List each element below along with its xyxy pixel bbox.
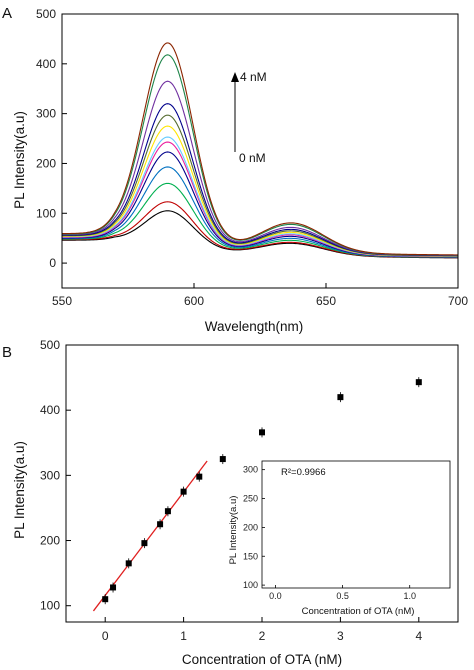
data-point bbox=[337, 394, 344, 401]
data-point bbox=[259, 429, 265, 436]
data-point bbox=[196, 473, 203, 480]
data-point bbox=[157, 521, 164, 528]
inset-ylabel: PL Intensity(a.u) bbox=[228, 496, 239, 565]
x-tick-label: 650 bbox=[316, 294, 336, 308]
annotation-high: 4 nM bbox=[240, 70, 267, 84]
inset-y-tick-label: 300 bbox=[243, 465, 258, 475]
inset-y-tick-label: 150 bbox=[243, 551, 258, 561]
panel-a-annotations: 4 nM 0 nM bbox=[231, 70, 267, 165]
data-point bbox=[164, 508, 171, 515]
inset-xlabel: Concentration of OTA (nM) bbox=[302, 606, 415, 617]
y-tick-label: 400 bbox=[40, 403, 60, 417]
trend-arrow-head bbox=[231, 72, 239, 82]
data-point bbox=[141, 540, 148, 547]
data-point bbox=[110, 584, 117, 591]
panel-b: B 0 1 2 3 4 100 200 300 400 500 Concentration of … bbox=[2, 338, 459, 667]
y-tick-label: 0 bbox=[49, 256, 56, 270]
x-tick-label: 0 bbox=[102, 629, 109, 643]
inset-frame bbox=[261, 460, 451, 589]
panel-a: A 550 600 650 700 0 100 200 300 400 500 4 nM 0 nM… bbox=[2, 5, 468, 334]
inset-y-tick-label: 250 bbox=[243, 494, 258, 504]
inset-chart: 0.0 0.5 1.0 100 150 200 250 300 Concentration o… bbox=[228, 460, 451, 617]
panel-b-xlabel: Concentration of OTA (nM) bbox=[182, 652, 342, 667]
x-tick-label: 700 bbox=[448, 294, 468, 308]
data-point bbox=[102, 596, 109, 603]
panel-b-letter: B bbox=[2, 344, 12, 361]
panel-a-frame bbox=[61, 13, 459, 289]
panel-a-series-group bbox=[62, 42, 458, 259]
y-tick-label: 400 bbox=[36, 57, 56, 71]
x-tick-label: 2 bbox=[259, 629, 266, 643]
panel-a-axes: 550 600 650 700 0 100 200 300 400 500 bbox=[36, 7, 468, 308]
annotation-low: 0 nM bbox=[239, 151, 266, 165]
data-point bbox=[125, 560, 132, 567]
x-tick-label: 4 bbox=[415, 629, 422, 643]
y-tick-label: 300 bbox=[36, 107, 56, 121]
panel-a-ylabel: PL Intensity(a.u) bbox=[12, 111, 27, 209]
y-tick-label: 500 bbox=[40, 338, 60, 352]
x-tick-label: 1 bbox=[180, 629, 187, 643]
y-tick-label: 200 bbox=[36, 156, 56, 170]
x-tick-label: 600 bbox=[184, 294, 204, 308]
data-point bbox=[180, 488, 187, 495]
y-tick-label: 500 bbox=[36, 7, 56, 21]
data-point bbox=[219, 456, 226, 463]
inset-axes: 0.0 0.5 1.0 100 150 200 250 300 bbox=[243, 460, 451, 601]
inset-y-tick-label: 200 bbox=[243, 522, 258, 532]
data-point bbox=[415, 379, 422, 386]
spectrum-line bbox=[62, 42, 458, 256]
x-tick-label: 3 bbox=[337, 629, 344, 643]
panel-a-xlabel: Wavelength(nm) bbox=[205, 319, 304, 334]
panel-a-letter: A bbox=[2, 5, 12, 22]
y-tick-label: 300 bbox=[40, 468, 60, 482]
panel-b-axes: 0 1 2 3 4 100 200 300 400 500 bbox=[40, 338, 459, 643]
panel-b-ylabel: PL Intensity(a.u) bbox=[12, 441, 27, 539]
y-tick-label: 100 bbox=[36, 206, 56, 220]
y-tick-label: 100 bbox=[40, 599, 60, 613]
inset-r2-annotation: R²=0.9966 bbox=[281, 467, 326, 478]
panel-a-plot-area bbox=[62, 42, 458, 259]
inset-x-tick-label: 0.5 bbox=[336, 591, 349, 601]
inset-x-tick-label: 1.0 bbox=[403, 591, 416, 601]
x-tick-label: 550 bbox=[52, 294, 72, 308]
panel-b-plot-area bbox=[92, 377, 422, 612]
inset-x-tick-label: 0.0 bbox=[269, 591, 282, 601]
inset-y-tick-label: 100 bbox=[243, 580, 258, 590]
y-tick-label: 200 bbox=[40, 534, 60, 548]
